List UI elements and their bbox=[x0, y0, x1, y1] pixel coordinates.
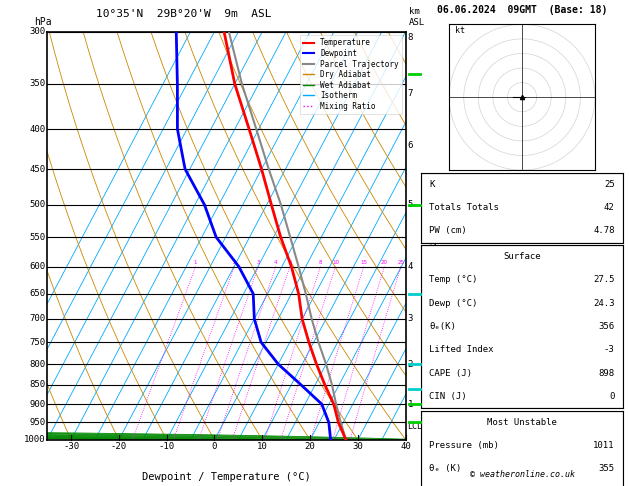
Text: Surface: Surface bbox=[503, 252, 541, 261]
Text: 10: 10 bbox=[332, 260, 339, 265]
Text: 25: 25 bbox=[604, 180, 615, 189]
Text: -20: -20 bbox=[111, 442, 127, 451]
Text: Temp (°C): Temp (°C) bbox=[430, 276, 478, 284]
Text: 4: 4 bbox=[274, 260, 277, 265]
Text: -3: -3 bbox=[604, 346, 615, 354]
Text: LCL: LCL bbox=[408, 422, 423, 431]
Text: 25: 25 bbox=[398, 260, 404, 265]
Text: Dewpoint / Temperature (°C): Dewpoint / Temperature (°C) bbox=[142, 472, 311, 483]
Text: Most Unstable: Most Unstable bbox=[487, 418, 557, 427]
Text: 1: 1 bbox=[408, 399, 413, 409]
Text: 300: 300 bbox=[30, 27, 45, 36]
Text: 700: 700 bbox=[30, 314, 45, 323]
Text: hPa: hPa bbox=[35, 17, 52, 27]
Text: 27.5: 27.5 bbox=[593, 276, 615, 284]
Text: θₑ(K): θₑ(K) bbox=[430, 322, 457, 331]
Text: K: K bbox=[430, 180, 435, 189]
Text: 6: 6 bbox=[408, 141, 413, 150]
Text: 4.78: 4.78 bbox=[593, 226, 615, 235]
Text: -10: -10 bbox=[159, 442, 175, 451]
Text: 0: 0 bbox=[212, 442, 217, 451]
Text: θₑ (K): θₑ (K) bbox=[430, 465, 462, 473]
Text: 8: 8 bbox=[319, 260, 322, 265]
Text: CIN (J): CIN (J) bbox=[430, 392, 467, 401]
Text: 7: 7 bbox=[408, 89, 413, 98]
Text: 600: 600 bbox=[30, 262, 45, 271]
Text: 850: 850 bbox=[30, 380, 45, 389]
Text: 356: 356 bbox=[599, 322, 615, 331]
Text: 5: 5 bbox=[408, 200, 413, 209]
Text: 898: 898 bbox=[599, 369, 615, 378]
Text: 20: 20 bbox=[381, 260, 388, 265]
Text: 355: 355 bbox=[599, 465, 615, 473]
Text: 10: 10 bbox=[257, 442, 268, 451]
Text: 15: 15 bbox=[360, 260, 367, 265]
Text: 10°35'N  29B°20'W  9m  ASL: 10°35'N 29B°20'W 9m ASL bbox=[96, 9, 271, 19]
Text: 30: 30 bbox=[352, 442, 364, 451]
Text: 1011: 1011 bbox=[593, 441, 615, 450]
Text: kt: kt bbox=[455, 26, 465, 35]
Text: PW (cm): PW (cm) bbox=[430, 226, 467, 235]
Text: 650: 650 bbox=[30, 289, 45, 298]
Text: CAPE (J): CAPE (J) bbox=[430, 369, 472, 378]
Legend: Temperature, Dewpoint, Parcel Trajectory, Dry Adiabat, Wet Adiabat, Isotherm, Mi: Temperature, Dewpoint, Parcel Trajectory… bbox=[299, 35, 402, 114]
Text: 550: 550 bbox=[30, 233, 45, 242]
Text: 750: 750 bbox=[30, 338, 45, 347]
Text: Dewp (°C): Dewp (°C) bbox=[430, 299, 478, 308]
Text: 40: 40 bbox=[400, 442, 411, 451]
Text: 500: 500 bbox=[30, 200, 45, 209]
Text: 400: 400 bbox=[30, 124, 45, 134]
Text: 3: 3 bbox=[408, 314, 413, 323]
Text: Lifted Index: Lifted Index bbox=[430, 346, 494, 354]
Text: 450: 450 bbox=[30, 165, 45, 174]
Text: 1000: 1000 bbox=[24, 435, 45, 444]
Text: 06.06.2024  09GMT  (Base: 18): 06.06.2024 09GMT (Base: 18) bbox=[437, 5, 607, 15]
Text: 0: 0 bbox=[610, 392, 615, 401]
Text: 5: 5 bbox=[288, 260, 292, 265]
Text: 3: 3 bbox=[257, 260, 260, 265]
Text: 1: 1 bbox=[194, 260, 198, 265]
Text: 350: 350 bbox=[30, 79, 45, 88]
Text: 4: 4 bbox=[408, 262, 413, 271]
Text: Totals Totals: Totals Totals bbox=[430, 203, 499, 212]
Text: 24.3: 24.3 bbox=[593, 299, 615, 308]
Text: 900: 900 bbox=[30, 399, 45, 409]
Text: Mixing Ratio (g/kg): Mixing Ratio (g/kg) bbox=[430, 188, 439, 283]
Text: 950: 950 bbox=[30, 418, 45, 427]
Text: 8: 8 bbox=[408, 33, 413, 42]
Text: -30: -30 bbox=[63, 442, 79, 451]
Text: 42: 42 bbox=[604, 203, 615, 212]
Text: Pressure (mb): Pressure (mb) bbox=[430, 441, 499, 450]
Text: © weatheronline.co.uk: © weatheronline.co.uk bbox=[470, 469, 574, 479]
Text: 2: 2 bbox=[408, 360, 413, 369]
Text: 2: 2 bbox=[233, 260, 236, 265]
Text: 800: 800 bbox=[30, 360, 45, 369]
Text: 20: 20 bbox=[304, 442, 316, 451]
Text: km
ASL: km ASL bbox=[409, 7, 425, 27]
